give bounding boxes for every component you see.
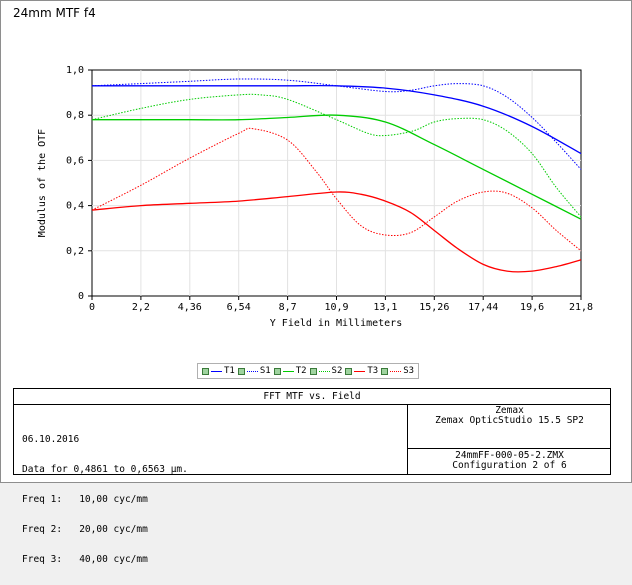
y-tick-label: 0,4 xyxy=(66,201,84,212)
info-freq-2: Freq 2: 20,00 cyc/mm xyxy=(22,524,148,535)
series-line-s3 xyxy=(91,127,582,252)
y-tick-label: 0,6 xyxy=(66,155,84,166)
legend-checkbox[interactable] xyxy=(345,367,353,375)
legend-label: S1 xyxy=(259,366,271,376)
x-tick-label: 17,44 xyxy=(468,302,498,313)
legend-entry-t1[interactable]: T1 xyxy=(202,366,235,376)
legend-entry-s3[interactable]: S3 xyxy=(381,366,414,376)
window-title: 24mm MTF f4 xyxy=(13,6,96,20)
info-file: 24mmFF-000-05-2.ZMX xyxy=(455,450,564,461)
x-tick-label: 19,6 xyxy=(520,302,544,313)
x-axis-label: Y Field in Millimeters xyxy=(270,318,402,329)
legend-line-swatch xyxy=(246,370,258,372)
info-software: Zemax OpticStudio 15.5 SP2 xyxy=(435,415,584,426)
legend-line-swatch xyxy=(390,370,402,372)
legend-line-swatch xyxy=(354,370,366,372)
legend-checkbox[interactable] xyxy=(202,367,209,375)
y-tick-label: 0,8 xyxy=(66,110,84,121)
info-file-cell: 24mmFF-000-05-2.ZMX Configuration 2 of 6 xyxy=(408,449,611,474)
legend-line-swatch xyxy=(282,370,294,372)
info-right-panel: Zemax Zemax OpticStudio 15.5 SP2 24mmFF-… xyxy=(407,404,611,474)
info-box: FFT MTF vs. Field 06.10.2016 Data for 0,… xyxy=(13,388,611,565)
legend-line-swatch xyxy=(318,370,330,372)
chart-legend: T1 S1 T2 S2 T3 S3 xyxy=(197,363,419,379)
x-tick-label: 10,9 xyxy=(324,302,348,313)
x-tick-label: 13,1 xyxy=(373,302,397,313)
x-tick-label: 6,54 xyxy=(227,302,251,313)
x-tick-labels: 0 2,2 4,36 6,54 8,7 10,9 13,1 15,26 17,44 19,6 21,… xyxy=(89,302,593,313)
x-tick-label: 0 xyxy=(89,302,95,313)
x-tick-label: 2,2 xyxy=(132,302,150,313)
legend-entry-t3[interactable]: T3 xyxy=(345,366,378,376)
info-data-range: Data for 0,4861 to 0,6563 µm. xyxy=(22,464,188,475)
x-tick-label: 8,7 xyxy=(279,302,297,313)
legend-line-swatch xyxy=(211,370,222,372)
info-freq-3: Freq 3: 40,00 cyc/mm xyxy=(22,554,148,565)
mtf-chart: 0 2,2 4,36 6,54 8,7 10,9 13,1 15,26 17,44 19,6 21,… xyxy=(37,65,593,329)
x-tick-label: 15,26 xyxy=(419,302,449,313)
series-line-s2 xyxy=(91,93,582,218)
y-tick-label: 0,2 xyxy=(66,246,84,257)
series-line-t2 xyxy=(91,114,582,220)
legend-label: S3 xyxy=(403,366,415,376)
info-software-cell: Zemax Zemax OpticStudio 15.5 SP2 xyxy=(408,404,611,449)
legend-label: T2 xyxy=(295,366,307,376)
y-axis-label: Modulus of the OTF xyxy=(37,129,48,237)
graph-window: 24mm MTF f4 0 2,2 4,36 6,54 8,7 10,9 13,1 15,26… xyxy=(0,0,632,565)
legend-entry-s2[interactable]: S2 xyxy=(309,366,343,376)
y-tick-label: 1,0 xyxy=(66,65,84,76)
legend-entry-t2[interactable]: T2 xyxy=(273,366,307,376)
info-title: FFT MTF vs. Field xyxy=(14,389,610,405)
series-line-t3 xyxy=(91,191,582,273)
series-line-t1 xyxy=(91,84,582,155)
legend-checkbox[interactable] xyxy=(273,367,281,375)
legend-label: T3 xyxy=(367,366,379,376)
legend-checkbox[interactable] xyxy=(309,367,317,375)
legend-label: T1 xyxy=(224,366,235,376)
y-tick-label: 0 xyxy=(78,291,84,302)
x-tick-label: 21,8 xyxy=(569,302,593,313)
legend-entry-s1[interactable]: S1 xyxy=(237,366,271,376)
info-freq-1: Freq 1: 10,00 cyc/mm xyxy=(22,494,148,505)
info-configuration: Configuration 2 of 6 xyxy=(452,460,567,471)
info-date: 06.10.2016 xyxy=(22,434,80,445)
legend-checkbox[interactable] xyxy=(381,367,389,375)
chart-curves xyxy=(91,78,582,273)
info-details: 06.10.2016 Data for 0,4861 to 0,6563 µm.… xyxy=(22,415,188,585)
legend-label: S2 xyxy=(331,366,343,376)
legend-checkbox[interactable] xyxy=(237,367,245,375)
info-company: Zemax xyxy=(495,405,524,416)
series-line-s1 xyxy=(91,78,582,170)
x-tick-label: 4,36 xyxy=(178,302,202,313)
y-tick-labels: 0 0,2 0,4 0,6 0,8 1,0 xyxy=(66,65,84,302)
